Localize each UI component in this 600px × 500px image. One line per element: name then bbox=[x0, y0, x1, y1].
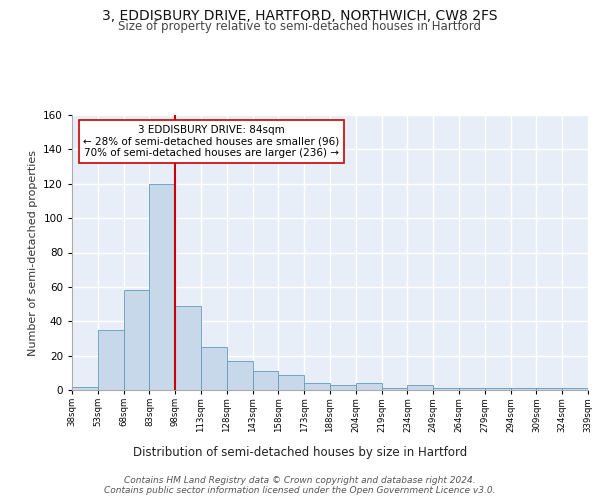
Bar bbox=[278, 374, 304, 390]
Bar bbox=[511, 388, 536, 390]
Bar bbox=[304, 383, 330, 390]
Bar bbox=[433, 388, 459, 390]
Bar bbox=[175, 306, 201, 390]
Bar bbox=[356, 383, 382, 390]
Bar bbox=[459, 388, 485, 390]
Bar bbox=[72, 386, 98, 390]
Text: Distribution of semi-detached houses by size in Hartford: Distribution of semi-detached houses by … bbox=[133, 446, 467, 459]
Text: Size of property relative to semi-detached houses in Hartford: Size of property relative to semi-detach… bbox=[119, 20, 482, 33]
Bar bbox=[227, 361, 253, 390]
Bar bbox=[382, 388, 407, 390]
Bar bbox=[407, 385, 433, 390]
Bar bbox=[485, 388, 511, 390]
Bar bbox=[124, 290, 149, 390]
Bar bbox=[149, 184, 175, 390]
Bar bbox=[253, 371, 278, 390]
Y-axis label: Number of semi-detached properties: Number of semi-detached properties bbox=[28, 150, 38, 356]
Text: Contains HM Land Registry data © Crown copyright and database right 2024.
Contai: Contains HM Land Registry data © Crown c… bbox=[104, 476, 496, 496]
Bar bbox=[562, 388, 588, 390]
Bar bbox=[98, 330, 124, 390]
Text: 3, EDDISBURY DRIVE, HARTFORD, NORTHWICH, CW8 2FS: 3, EDDISBURY DRIVE, HARTFORD, NORTHWICH,… bbox=[102, 9, 498, 23]
Bar bbox=[536, 388, 562, 390]
Bar bbox=[330, 385, 356, 390]
Text: 3 EDDISBURY DRIVE: 84sqm
← 28% of semi-detached houses are smaller (96)
70% of s: 3 EDDISBURY DRIVE: 84sqm ← 28% of semi-d… bbox=[83, 124, 340, 158]
Bar bbox=[201, 347, 227, 390]
